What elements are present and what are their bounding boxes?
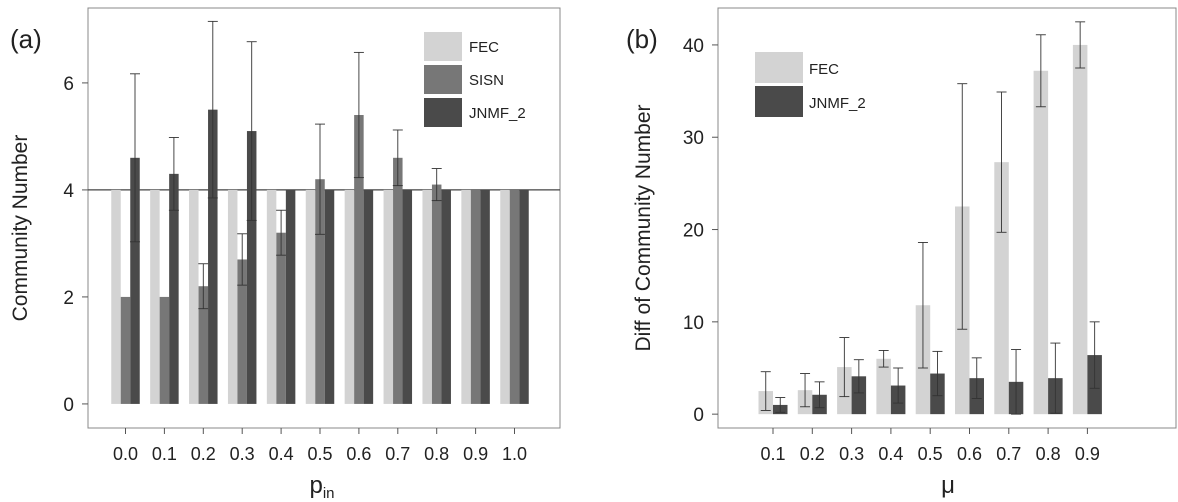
legend-swatch: [424, 98, 462, 127]
x-tick-label: 0.3: [230, 444, 255, 464]
series-jnmf-2: [130, 20, 529, 404]
legend-label: SISN: [469, 72, 504, 89]
legend-swatch: [424, 65, 462, 94]
bar: [227, 189, 238, 404]
bar: [246, 131, 257, 404]
bar: [266, 189, 277, 404]
bar: [876, 358, 891, 415]
x-axis-title-main: p: [309, 472, 322, 499]
x-axis-title: μ: [941, 472, 955, 499]
panel-label: (a): [10, 24, 42, 54]
bar: [422, 189, 432, 404]
bar: [441, 189, 451, 404]
x-tick-label: 0.1: [760, 444, 785, 464]
bar: [150, 189, 160, 404]
bar: [120, 296, 131, 404]
series-jnmf-2: [773, 321, 1102, 415]
bar: [431, 184, 442, 404]
bar: [851, 376, 867, 415]
y-axis-title: Community Number: [9, 135, 32, 322]
y-tick-label: 0: [693, 405, 704, 426]
legend-label: JNMF_2: [469, 105, 526, 122]
x-tick-label: 0.3: [839, 444, 864, 464]
y-axis-title: Diff of Community Number: [632, 104, 655, 351]
bar: [208, 109, 218, 404]
panel-label: (b): [626, 24, 658, 54]
bar: [305, 189, 316, 404]
bar: [470, 189, 481, 404]
bar: [111, 189, 121, 404]
bar: [344, 189, 355, 404]
y-tick-label: 30: [683, 128, 704, 149]
chart-panel-b: 0 10 20 30 40 0.1 0.2 0.3 0.4 0.5 0.6 0.7 0.8 0.9 (b) D…: [626, 7, 1177, 499]
x-tick-label: 0.0: [113, 444, 138, 464]
bar: [509, 189, 520, 404]
x-tick-label: 0.4: [878, 444, 903, 464]
x-axis-title: pin: [309, 472, 334, 502]
legend-swatch: [424, 32, 462, 61]
bar: [1072, 44, 1088, 415]
series-fec: [758, 21, 1088, 415]
y-tick-label: 2: [63, 288, 74, 309]
x-tick-label: 0.6: [346, 444, 371, 464]
x-tick-label: 0.9: [1075, 444, 1100, 464]
y-tick-label: 0: [63, 395, 74, 416]
bar: [354, 115, 364, 404]
bar: [169, 173, 179, 404]
y-tick-label: 40: [683, 36, 704, 57]
y-tick-label: 20: [683, 221, 704, 242]
legend: FEC JNMF_2: [755, 52, 866, 117]
bar: [363, 189, 374, 404]
y-tick-label: 10: [683, 313, 704, 334]
x-tick-label: 0.1: [152, 444, 177, 464]
bar: [1033, 70, 1049, 415]
x-tick-label: 0.2: [800, 444, 825, 464]
legend: FEC SISN JNMF_2: [424, 32, 526, 127]
x-tick-label: 0.2: [191, 444, 216, 464]
y-tick-label: 6: [63, 74, 74, 95]
legend-label: FEC: [809, 61, 839, 78]
legend-label: FEC: [469, 39, 499, 56]
x-tick-label: 0.8: [1036, 444, 1061, 464]
x-tick-label: 0.8: [424, 444, 449, 464]
legend-label: JNMF_2: [809, 95, 866, 112]
bar: [519, 189, 529, 404]
x-tick-label: 0.6: [957, 444, 982, 464]
bar: [159, 296, 170, 404]
bar: [402, 189, 413, 404]
series-sisn: [120, 51, 520, 404]
legend-swatch: [755, 52, 803, 83]
bar: [994, 162, 1009, 415]
x-tick-label: 0.5: [918, 444, 943, 464]
x-tick-label: 0.4: [269, 444, 294, 464]
bar: [500, 189, 510, 404]
bar: [383, 189, 394, 404]
x-tick-label: 1.0: [502, 444, 527, 464]
bar: [237, 259, 247, 404]
bar: [393, 157, 403, 404]
bar: [189, 189, 199, 404]
x-tick-label: 0.7: [996, 444, 1021, 464]
x-axis-title-subscript: in: [323, 485, 335, 502]
bar: [461, 189, 471, 404]
legend-swatch: [755, 86, 803, 117]
y-tick-label: 4: [63, 181, 74, 202]
x-tick-label: 0.7: [385, 444, 410, 464]
bar: [130, 157, 140, 404]
series-fec: [111, 189, 510, 404]
x-tick-label: 0.9: [463, 444, 488, 464]
bar: [276, 232, 286, 404]
bar: [285, 189, 296, 404]
x-axis-title-main: μ: [941, 472, 955, 499]
bar: [315, 179, 325, 404]
bar: [198, 286, 209, 404]
bar: [324, 189, 335, 404]
chart-panel-a: 0 2 4 6 0.0 0.1 0.2 0.3 0.4 0.5 0.6 0.7 0.8 0.9 1.0 (a)…: [9, 7, 561, 502]
x-tick-label: 0.5: [307, 444, 332, 464]
bar: [480, 189, 490, 404]
